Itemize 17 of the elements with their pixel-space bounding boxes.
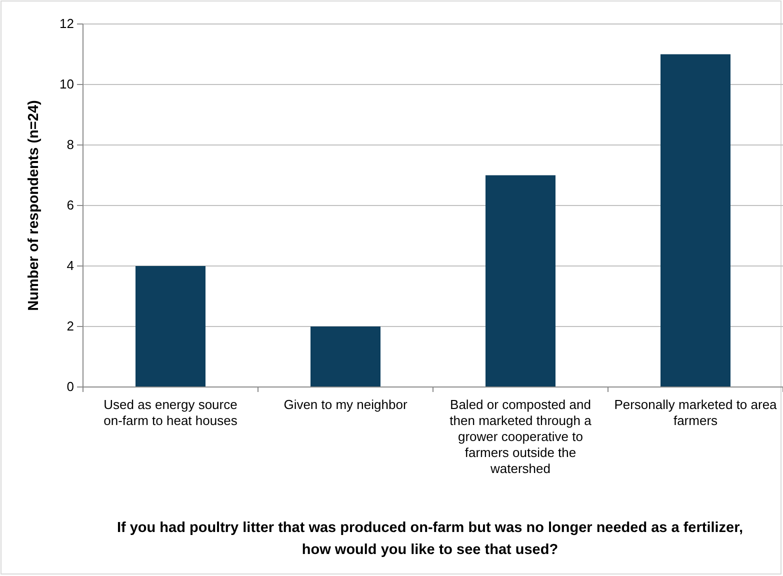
y-tick-label: 2: [66, 318, 74, 334]
y-tick-label: 10: [60, 76, 74, 92]
y-tick-label: 4: [66, 258, 74, 274]
x-tick-label: Personally marketed to area farmers: [614, 397, 778, 428]
y-tick-label: 8: [66, 137, 74, 152]
bar: [136, 266, 206, 387]
bar: [486, 175, 556, 387]
x-tick-label: Given to my neighbor: [284, 397, 408, 412]
bar: [310, 326, 380, 387]
bar: [660, 54, 730, 387]
x-tick-label: Used as energy source on-farm to heat houses: [104, 397, 238, 428]
x-axis-title: If you had poultry litter that was produced on-farm but was no longer needed as a fertilizer, how would you like to see that used?: [116, 520, 744, 558]
y-tick-label: 12: [60, 16, 74, 32]
y-tick-label: 6: [66, 198, 74, 213]
y-tick-label: 0: [66, 379, 74, 394]
x-tick-label: Baled or composted and then marketed through a grower cooperative to farmers outside the watershed: [450, 397, 592, 476]
y-axis-title: Number of respondents (n=24): [26, 100, 42, 311]
